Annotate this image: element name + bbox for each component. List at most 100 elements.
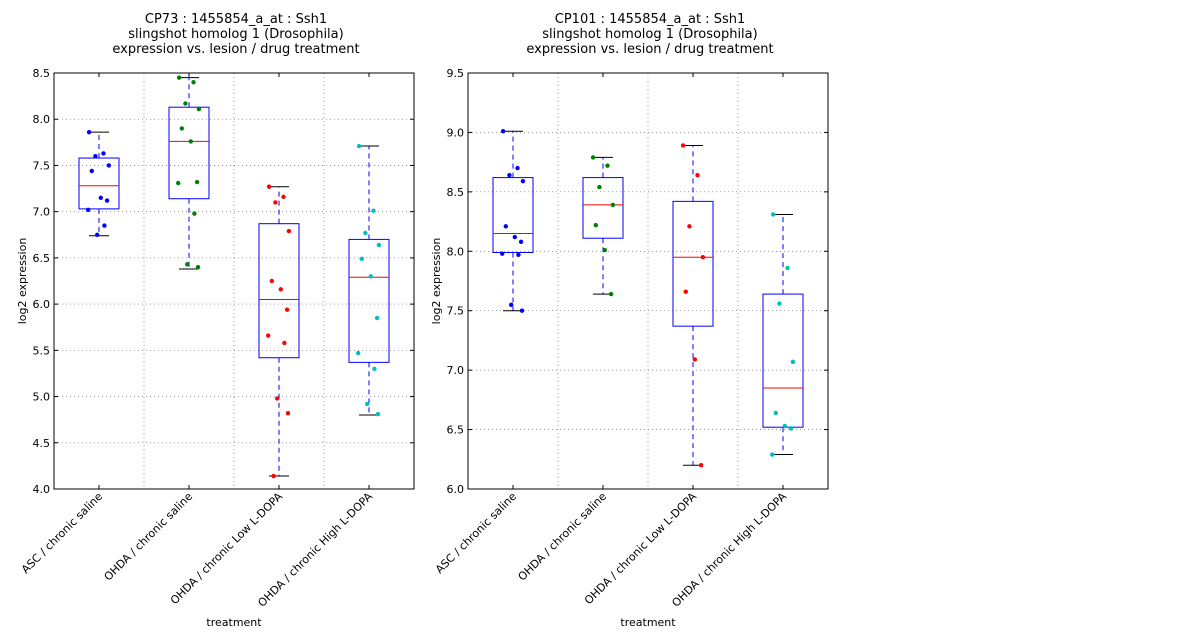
data-point [680, 143, 686, 148]
chart-title-line: expression vs. lesion / drug treatment [112, 42, 359, 57]
data-point [286, 228, 292, 234]
data-point [365, 401, 370, 407]
y-tick-label: 4.0 [33, 483, 51, 496]
data-point [356, 143, 362, 149]
data-point [266, 333, 271, 338]
data-point [284, 307, 290, 312]
data-point [610, 202, 616, 208]
data-point [770, 212, 776, 217]
box-iqr [348, 238, 390, 363]
chart-title-line: slingshot homolog 1 (Drosophila) [128, 27, 343, 42]
x-tick-label: ASC / chronic saline [19, 490, 105, 576]
y-tick-label: 6.0 [33, 298, 51, 311]
y-tick-label: 7.0 [33, 206, 51, 219]
y-tick-label: 7.5 [33, 159, 51, 172]
data-point [593, 222, 598, 228]
data-point [512, 234, 517, 240]
data-point [519, 308, 525, 313]
data-point [695, 173, 700, 178]
data-point [266, 184, 272, 189]
data-point [375, 411, 381, 417]
data-point [93, 154, 98, 159]
data-point [372, 366, 377, 372]
x-tick-label: OHDA / chronic saline [516, 490, 610, 584]
data-point [371, 208, 376, 213]
data-point [770, 452, 775, 457]
data-point [102, 223, 107, 228]
chart-title-line: CP101 : 1455854_a_at : Ssh1 [555, 12, 745, 27]
x-tick-label: ASC / chronic saline [433, 490, 519, 576]
data-point [790, 359, 796, 365]
y-tick-label: 7.0 [447, 364, 465, 377]
chart-title-line: CP73 : 1455854_a_at : Ssh1 [145, 12, 327, 27]
data-point [503, 224, 508, 229]
data-point [602, 247, 607, 253]
data-point [192, 211, 197, 216]
data-point [86, 207, 91, 213]
chart-title-line: slingshot homolog 1 (Drosophila) [542, 27, 757, 42]
data-point [185, 262, 190, 267]
data-point [359, 256, 364, 262]
data-point [363, 230, 368, 236]
box-iqr [78, 157, 120, 210]
x-axis-label: treatment [206, 616, 262, 629]
data-point [273, 200, 278, 205]
y-tick-label: 9.5 [447, 67, 465, 80]
data-point [773, 410, 778, 416]
axes-frame [53, 72, 415, 490]
data-point [376, 242, 382, 248]
y-axis-label: log2 expression [430, 238, 443, 325]
data-point [101, 151, 106, 156]
data-point [179, 126, 184, 131]
box-iqr [762, 293, 804, 428]
data-point [374, 315, 380, 321]
data-point [515, 165, 520, 171]
box-iqr [168, 106, 210, 200]
box-iqr [672, 200, 714, 327]
data-point [509, 302, 514, 307]
data-point [194, 179, 200, 185]
data-point [687, 224, 692, 229]
data-point [777, 301, 782, 306]
y-tick-label: 7.5 [447, 305, 465, 318]
data-point [356, 350, 361, 356]
axes-frame [467, 72, 829, 490]
data-point [368, 274, 373, 279]
data-point [700, 255, 706, 260]
y-tick-label: 5.0 [33, 391, 51, 404]
data-point [176, 75, 182, 80]
y-tick-label: 6.5 [447, 424, 465, 437]
x-axis-label: treatment [620, 616, 676, 629]
data-point [183, 101, 188, 106]
data-point [104, 198, 110, 203]
data-point [590, 155, 596, 160]
data-point [597, 184, 602, 190]
data-point [86, 129, 92, 135]
data-point [520, 178, 526, 184]
y-axis-label: log2 expression [16, 238, 29, 325]
y-tick-label: 8.0 [447, 245, 465, 258]
data-point [282, 340, 287, 346]
y-tick-label: 8.5 [447, 186, 465, 199]
box-iqr [582, 177, 624, 239]
data-point [271, 473, 276, 479]
data-point [281, 194, 286, 200]
data-point [692, 357, 697, 362]
box-iqr [258, 223, 300, 359]
data-point [507, 173, 512, 178]
data-point [188, 139, 193, 144]
data-point [605, 163, 610, 168]
data-point [500, 251, 505, 256]
x-tick-label: OHDA / chronic saline [102, 490, 196, 584]
data-point [500, 129, 506, 134]
chart-title-line: expression vs. lesion / drug treatment [526, 42, 773, 57]
y-tick-label: 5.5 [33, 344, 51, 357]
y-tick-label: 4.5 [33, 437, 51, 450]
y-tick-label: 8.0 [33, 113, 51, 126]
data-point [176, 180, 181, 186]
y-tick-label: 6.5 [33, 252, 51, 265]
data-point [106, 163, 112, 168]
data-point [683, 289, 688, 294]
